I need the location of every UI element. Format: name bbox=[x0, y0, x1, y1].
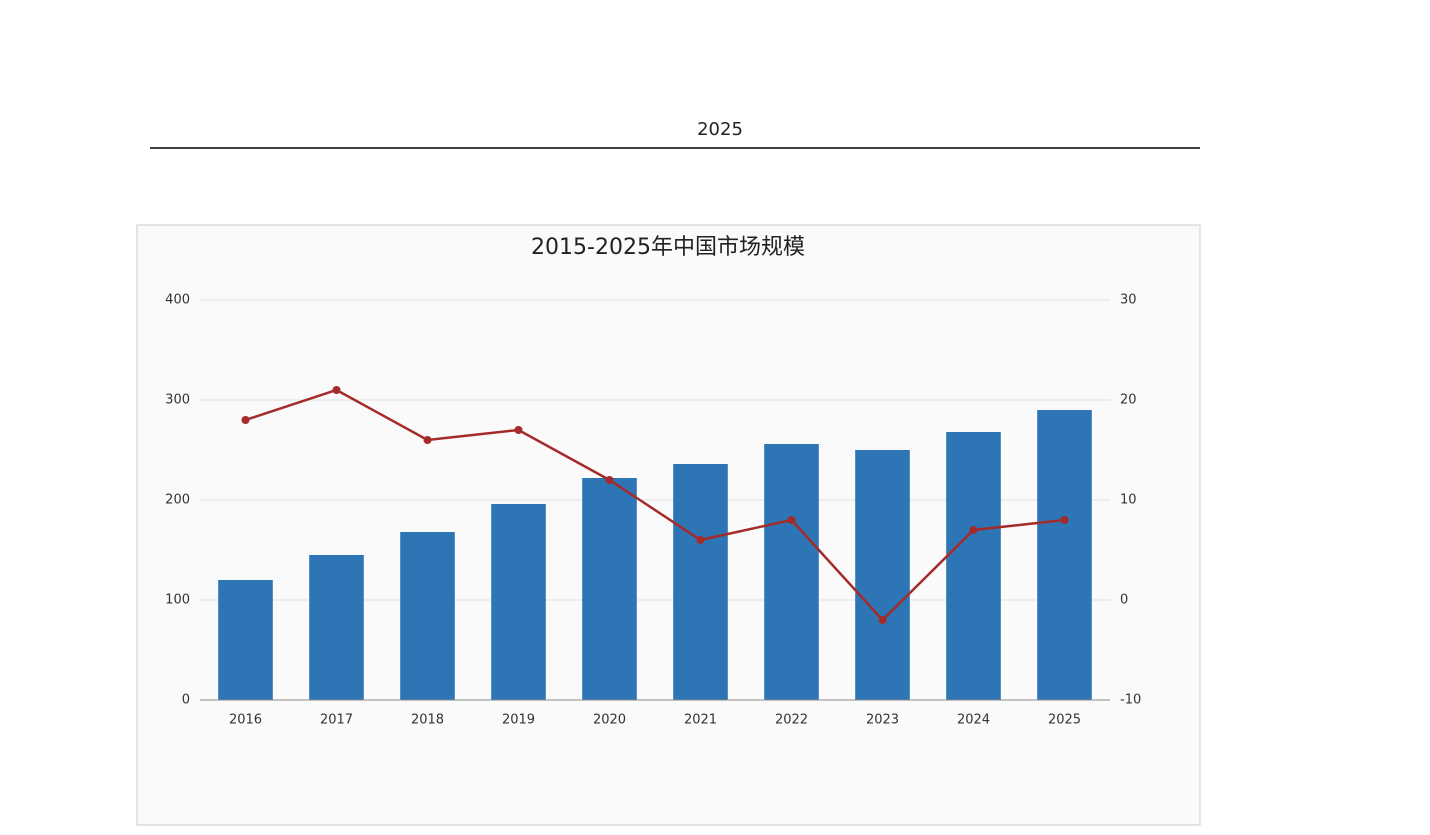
bar bbox=[309, 555, 364, 700]
line-point bbox=[241, 416, 250, 424]
x-tick-label: 2018 bbox=[411, 713, 444, 728]
y2-tick-label: 30 bbox=[1120, 293, 1137, 308]
y-tick-label: 300 bbox=[165, 393, 190, 408]
line-point bbox=[787, 516, 796, 524]
bar bbox=[582, 478, 637, 700]
y2-tick-label: -10 bbox=[1120, 693, 1141, 708]
y2-tick-label: 20 bbox=[1120, 393, 1137, 408]
line-point bbox=[423, 436, 432, 444]
bar bbox=[218, 580, 273, 700]
bar bbox=[855, 450, 910, 700]
line-point bbox=[514, 426, 523, 434]
line-point bbox=[696, 536, 705, 544]
bar bbox=[946, 432, 1001, 700]
bar bbox=[491, 504, 546, 700]
x-tick-label: 2023 bbox=[866, 713, 899, 728]
bar bbox=[764, 444, 819, 700]
bar bbox=[673, 464, 728, 700]
y2-tick-label: 10 bbox=[1120, 493, 1137, 508]
y-tick-label: 200 bbox=[165, 493, 190, 508]
y2-tick-label: 0 bbox=[1120, 593, 1128, 608]
bar bbox=[1037, 410, 1092, 700]
x-tick-label: 2022 bbox=[775, 713, 808, 728]
x-tick-label: 2021 bbox=[684, 713, 717, 728]
line-point bbox=[332, 386, 341, 394]
x-tick-label: 2020 bbox=[593, 713, 626, 728]
x-tick-label: 2017 bbox=[320, 713, 353, 728]
x-tick-label: 2016 bbox=[229, 713, 262, 728]
line bbox=[245, 388, 1065, 622]
line-point bbox=[1060, 516, 1069, 524]
line-point bbox=[605, 476, 614, 484]
y-tick-label: 100 bbox=[165, 593, 190, 608]
x-tick-label: 2025 bbox=[1048, 713, 1081, 728]
line-point bbox=[969, 526, 978, 534]
y-tick-label: 0 bbox=[182, 693, 190, 708]
x-tick-label: 2024 bbox=[957, 713, 990, 728]
chart-title: 2015-2025年中国市场规模 bbox=[531, 235, 805, 260]
x-tick-label: 2019 bbox=[502, 713, 535, 728]
bar bbox=[400, 532, 455, 700]
header-title: 2025 bbox=[697, 119, 743, 140]
y-tick-label: 400 bbox=[165, 293, 190, 308]
line-point bbox=[878, 616, 887, 624]
